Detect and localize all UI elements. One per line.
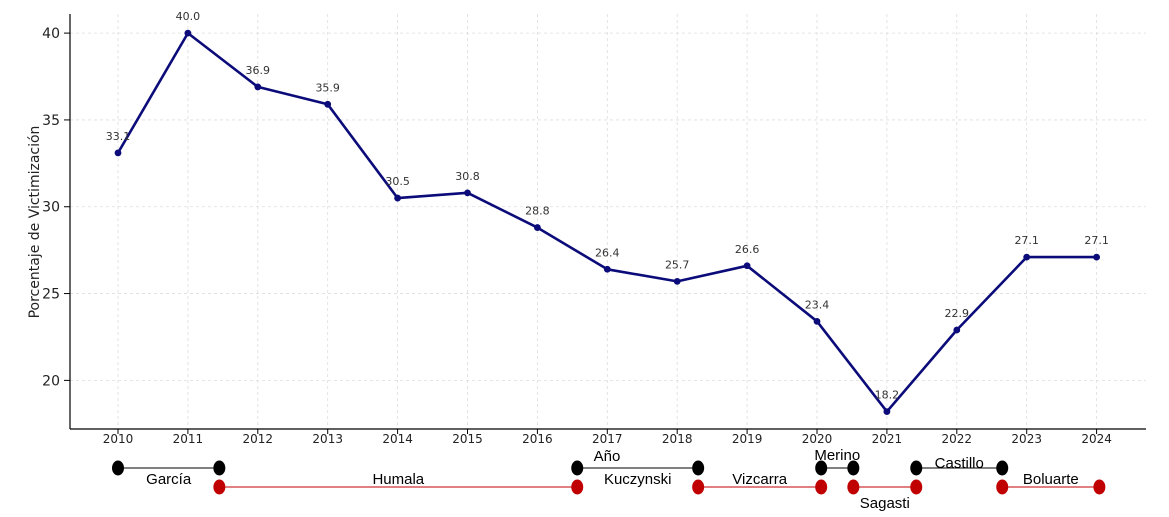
data-label: 33.1 <box>106 130 131 143</box>
term-end-marker <box>571 479 584 495</box>
series-line <box>116 31 1097 413</box>
data-point <box>1023 253 1031 261</box>
y-tick-label: 20 <box>42 373 60 389</box>
term-end-marker <box>910 479 923 495</box>
series <box>114 29 1100 416</box>
grid <box>70 14 1146 429</box>
term-end-marker <box>815 479 828 495</box>
data-label: 30.5 <box>385 175 410 188</box>
data-label: 27.1 <box>1084 234 1109 247</box>
y-tick-label: 40 <box>42 26 60 42</box>
data-point <box>1093 253 1100 261</box>
y-tick-label: 25 <box>42 287 60 303</box>
x-tick-label: 2011 <box>173 432 204 446</box>
term-end-marker <box>847 460 860 476</box>
term-end-marker <box>1093 479 1106 495</box>
x-tick-label: 2014 <box>382 432 413 446</box>
data-label: 26.6 <box>735 243 760 256</box>
data-point <box>394 194 401 202</box>
data-point <box>813 317 821 325</box>
data-point <box>114 149 122 157</box>
data-label: 25.7 <box>665 258 690 271</box>
term-end-marker <box>692 460 705 476</box>
presidential-terms: García Humala Kuczynski Vizcarra Merino Sagas… <box>112 447 1106 512</box>
x-tick-label: 2018 <box>662 432 693 446</box>
term-start-marker <box>571 460 584 476</box>
x-tick-label: 2012 <box>243 432 274 446</box>
data-label: 35.9 <box>315 81 340 94</box>
term-label: Humala <box>372 471 424 488</box>
y-tick-label: 30 <box>42 200 60 216</box>
data-point <box>883 408 891 416</box>
data-point <box>743 262 751 270</box>
term-label: Merino <box>814 447 860 464</box>
axes <box>69 14 1146 430</box>
x-ticks: 2010 2011 2012 2013 2014 2015 2016 2017 2018 2019… <box>103 429 1112 446</box>
term-start-marker <box>847 479 860 495</box>
data-point <box>534 224 541 231</box>
term-label: Vizcarra <box>732 471 787 488</box>
x-axis-label: Año <box>594 448 621 465</box>
x-tick-label: 2021 <box>872 432 903 446</box>
x-tick-label: 2013 <box>312 432 343 446</box>
x-tick-label: 2015 <box>452 432 483 446</box>
data-label: 26.4 <box>595 246 620 259</box>
data-point <box>464 189 471 197</box>
data-label: 22.9 <box>945 307 970 320</box>
term-label: García <box>146 471 192 488</box>
y-tick-label: 35 <box>42 113 60 129</box>
term-end-marker <box>213 460 226 476</box>
data-label: 30.8 <box>455 170 480 183</box>
x-tick-label: 2020 <box>802 432 833 446</box>
y-ticks: 20 25 30 35 40 <box>42 26 70 389</box>
x-tick-label: 2023 <box>1011 432 1042 446</box>
data-label: 40.0 <box>176 10 201 23</box>
data-point <box>184 29 192 37</box>
term-label: Sagasti <box>860 495 910 512</box>
data-point <box>673 278 681 285</box>
data-label: 36.9 <box>246 64 271 77</box>
term-start-marker <box>815 460 828 476</box>
x-tick-label: 2010 <box>103 432 134 446</box>
x-tick-label: 2016 <box>522 432 553 446</box>
term-start-marker <box>910 460 923 476</box>
term-start-marker <box>112 460 124 476</box>
term-label: Kuczynski <box>604 471 672 488</box>
x-tick-label: 2017 <box>592 432 623 446</box>
data-point <box>603 265 611 273</box>
term-start-marker <box>996 479 1009 495</box>
data-label: 27.1 <box>1014 234 1039 247</box>
x-tick-label: 2022 <box>942 432 973 446</box>
term-label: Boluarte <box>1023 471 1079 488</box>
term-end-marker <box>996 460 1009 476</box>
x-tick-label: 2024 <box>1081 432 1112 446</box>
data-point <box>254 83 262 91</box>
data-point <box>324 100 332 108</box>
term-label: Castillo <box>935 455 984 472</box>
term-start-marker <box>692 479 705 495</box>
data-label: 18.2 <box>875 389 900 402</box>
data-labels: 33.1 40.0 36.9 35.9 30.5 30.8 28.8 26.4 25.7 26.6… <box>106 10 1109 402</box>
y-axis-label: Porcentaje de Victimización <box>27 126 43 319</box>
data-point <box>953 326 961 334</box>
data-label: 23.4 <box>805 298 830 311</box>
x-tick-label: 2019 <box>732 432 763 446</box>
term-start-marker <box>213 479 226 495</box>
data-label: 28.8 <box>525 205 550 218</box>
